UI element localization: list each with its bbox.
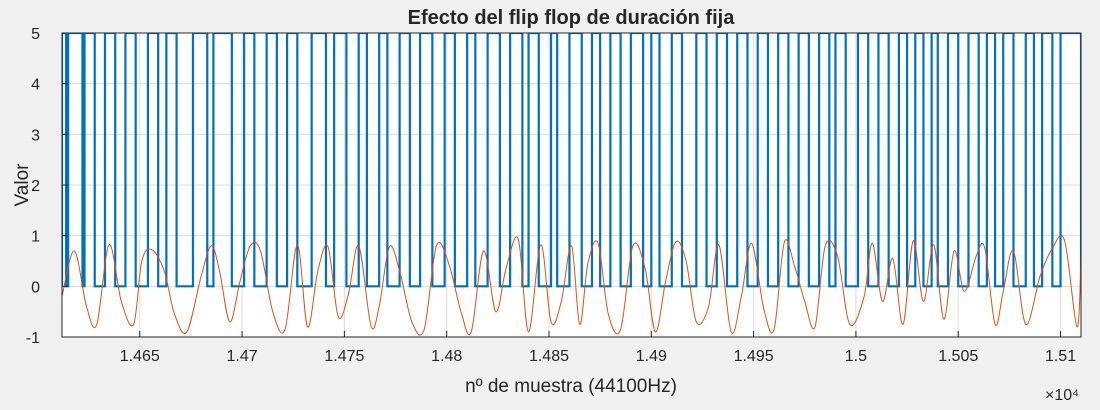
series-layer [62,33,1081,336]
x-tick-label: 1.485 [529,348,569,365]
x-tick-label: 1.47 [226,348,257,365]
flipflop-series-line [62,33,1081,288]
signal-series-line [62,235,1081,336]
ticks: 1.465 1.47 1.475 1.48 1.485 1.49 1.495 1.5 1.505… [26,26,1076,365]
x-tick-label: 1.465 [120,348,160,365]
y-tick-label: 2 [31,178,40,195]
x-tick-label: 1.51 [1045,348,1076,365]
x-tick-label: 1.495 [734,348,774,365]
y-tick-label: 4 [31,77,40,94]
x-axis-label: nº de muestra (44100Hz) [465,376,677,397]
x-tick-label: 1.5 [845,348,867,365]
y-tick-label: 0 [31,279,40,296]
y-tick-label: 3 [31,127,40,144]
x-tick-label: 1.49 [636,348,667,365]
y-tick-label: 1 [31,229,40,246]
x-tick-label: 1.505 [938,348,978,365]
y-tick-label: -1 [26,330,40,347]
x-tick-label: 1.475 [324,348,364,365]
chart-title: Efecto del flip flop de duración fija [408,7,736,29]
x-exponent-label: ×10⁴ [1045,387,1079,404]
y-axis-label: Valor [12,163,33,207]
x-tick-label: 1.48 [431,348,462,365]
y-tick-label: 5 [31,26,40,43]
